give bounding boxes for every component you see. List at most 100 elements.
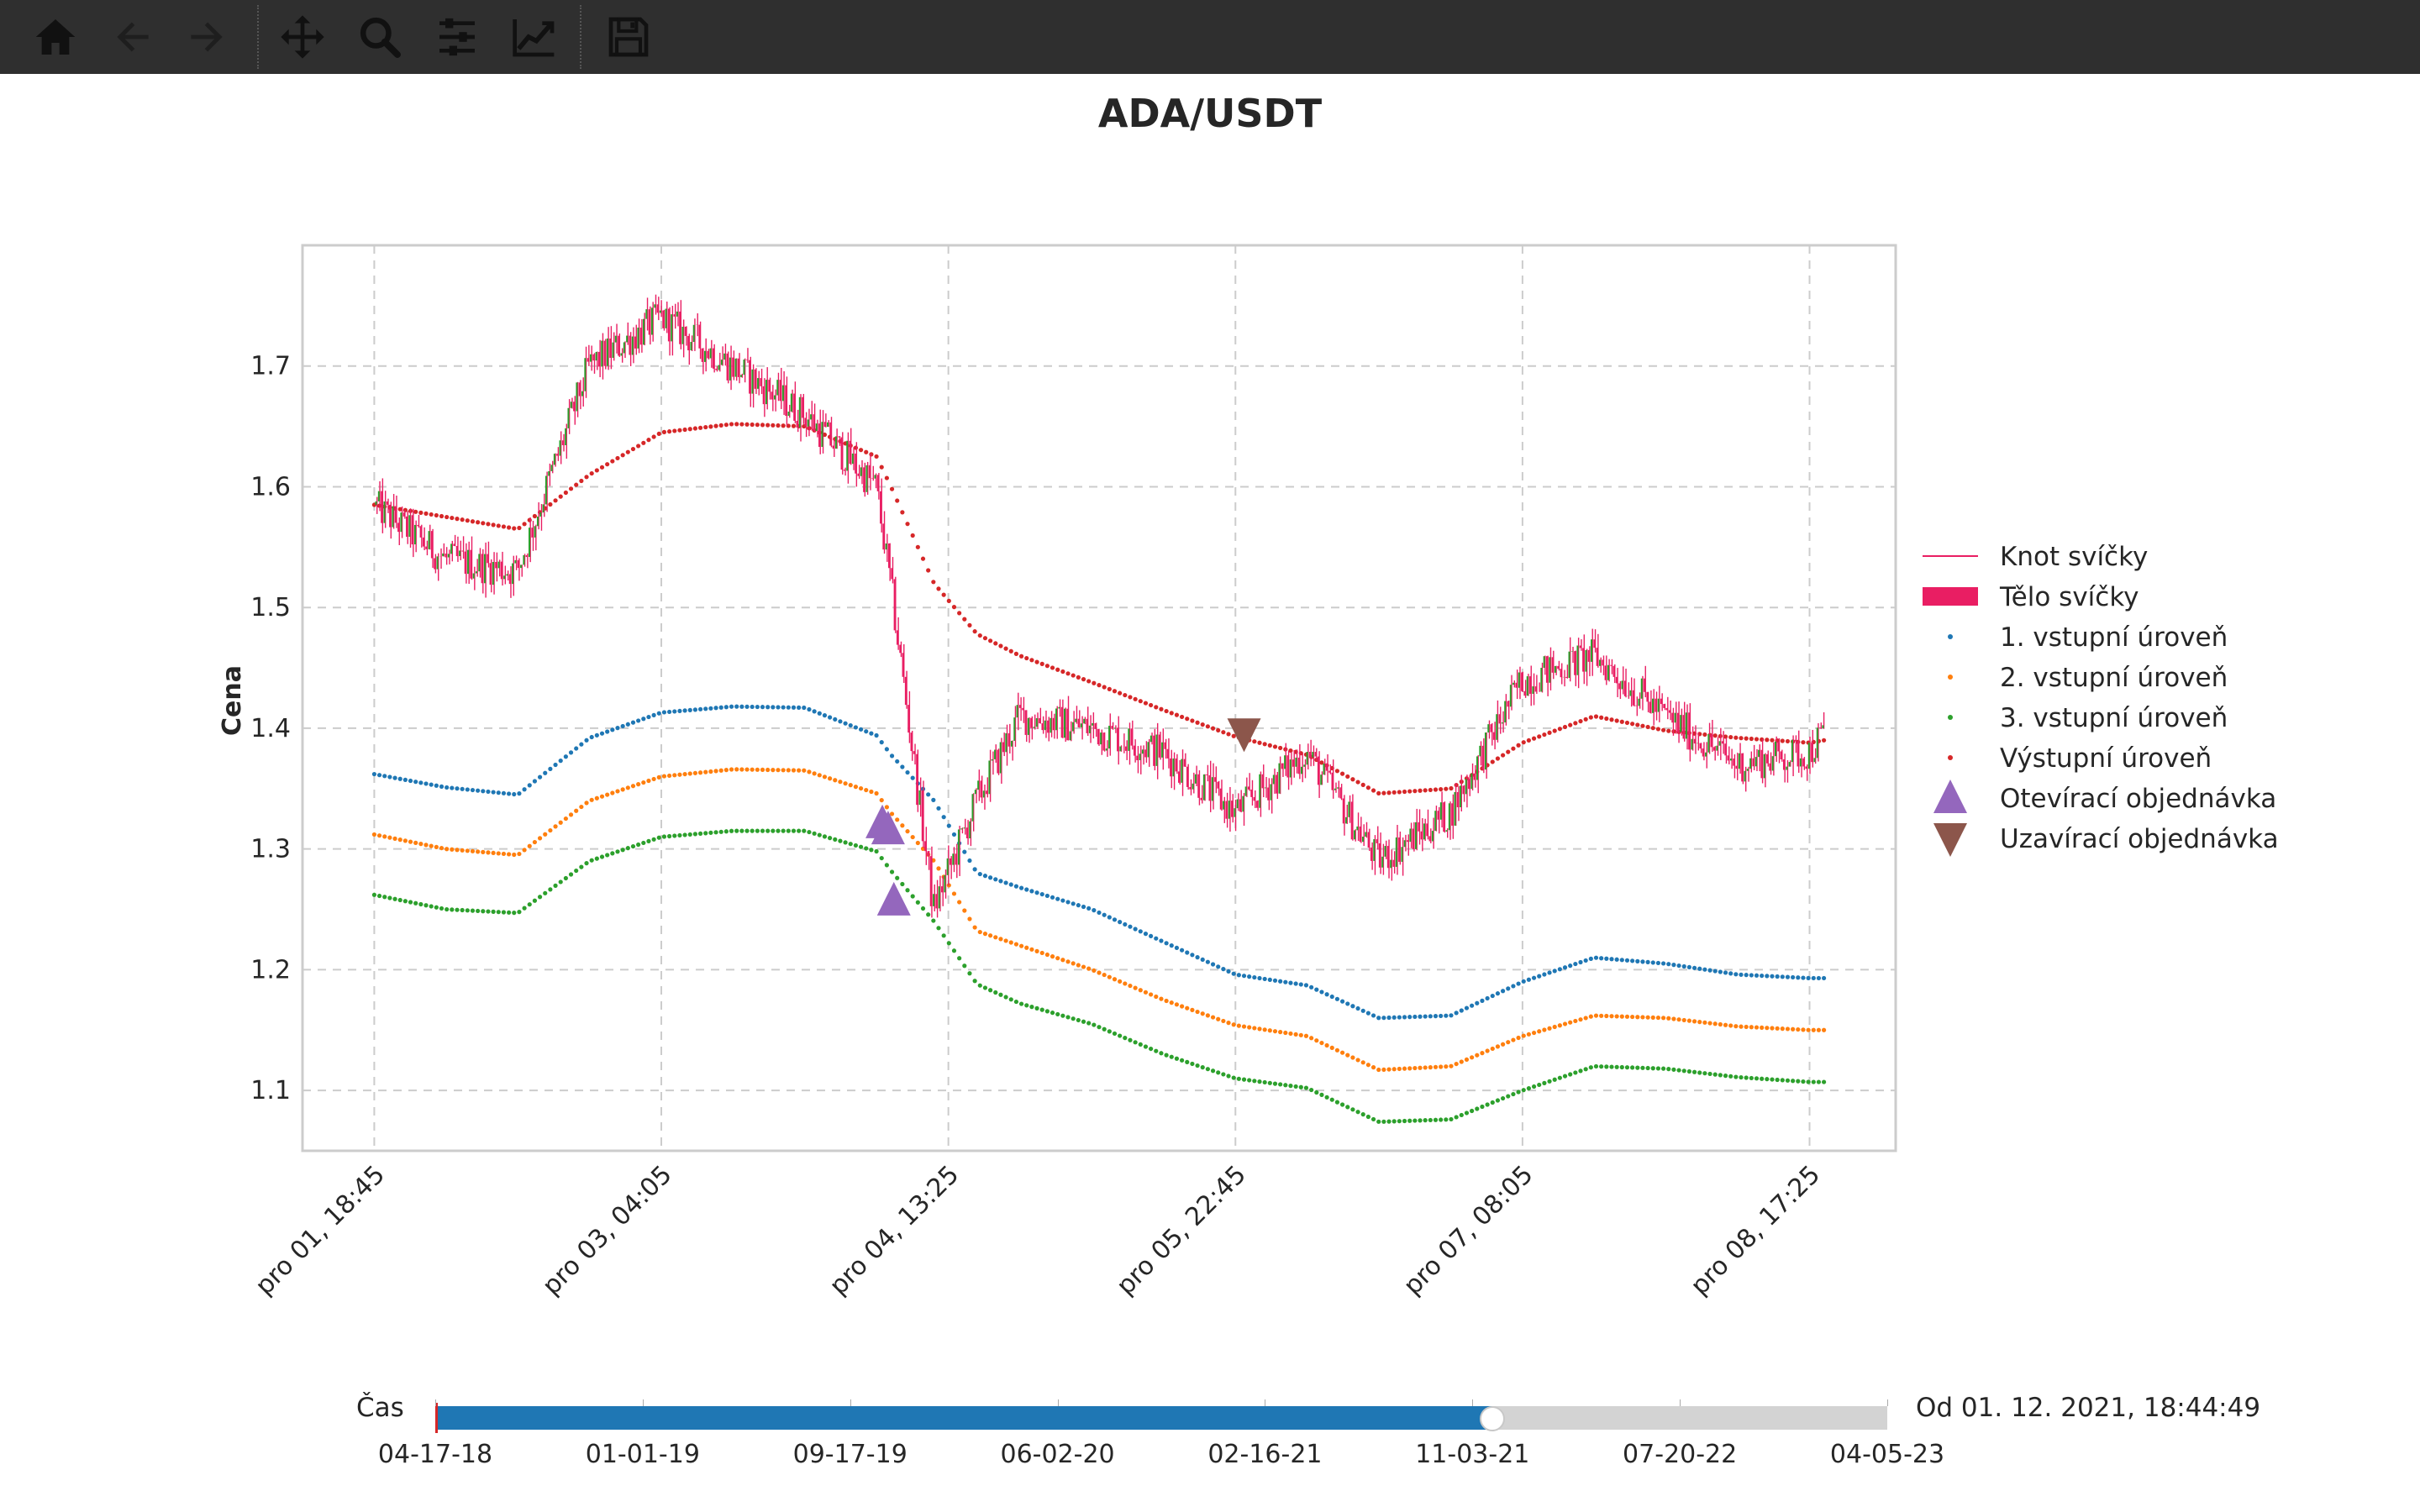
level-dot	[1081, 677, 1086, 682]
level-dot	[512, 911, 517, 916]
level-dot	[507, 910, 512, 915]
level-dot	[1614, 718, 1619, 723]
level-dot	[1128, 983, 1133, 989]
level-dot	[496, 790, 501, 795]
level-dot	[1200, 722, 1205, 727]
level-dot	[1381, 1119, 1386, 1124]
back-button[interactable]	[104, 10, 161, 64]
level-dot	[879, 797, 884, 803]
close-order-marker[interactable]	[1227, 718, 1261, 753]
level-dot	[760, 828, 765, 833]
level-dot	[1319, 1040, 1324, 1046]
level-dot	[718, 829, 723, 834]
level-dot	[967, 858, 972, 864]
level-dot	[692, 707, 698, 712]
level-dot	[1339, 771, 1345, 776]
level-dot	[1604, 956, 1609, 961]
level-dot	[527, 783, 532, 788]
level-dot	[656, 431, 661, 437]
level-dot	[568, 872, 574, 877]
level-dot	[1583, 717, 1588, 722]
open-order-marker[interactable]	[876, 881, 911, 916]
level-dot	[1226, 1074, 1231, 1079]
level-dot	[926, 568, 931, 573]
level-dot	[584, 861, 589, 866]
forward-button[interactable]	[178, 10, 235, 64]
level-dot	[687, 832, 692, 837]
legend-swatch	[1933, 780, 1967, 813]
level-dot	[1216, 1070, 1221, 1075]
level-dot	[1216, 727, 1221, 732]
pan-button[interactable]	[274, 10, 331, 64]
level-dot	[697, 706, 703, 711]
level-dot	[651, 776, 656, 782]
level-dot	[1013, 651, 1019, 656]
configure-subplots-icon	[439, 18, 475, 56]
level-dot	[1630, 1014, 1635, 1020]
level-dot	[697, 831, 703, 836]
level-dot	[931, 918, 936, 923]
level-dot	[1562, 724, 1568, 730]
level-dot	[920, 556, 926, 561]
level-dot	[1185, 717, 1190, 722]
level-dot	[1500, 753, 1506, 758]
zoom-icon	[360, 17, 401, 58]
level-dot	[548, 827, 553, 833]
time-slider-handle[interactable]	[1479, 1406, 1505, 1431]
level-dot	[884, 475, 889, 480]
level-dot	[1439, 1013, 1444, 1019]
level-dot	[1521, 1088, 1526, 1093]
level-dot	[387, 835, 392, 840]
level-dot	[874, 454, 879, 459]
level-dot	[713, 830, 718, 835]
level-dot	[1770, 1077, 1775, 1082]
level-dot	[574, 808, 579, 813]
save-button[interactable]	[600, 10, 657, 64]
level-dot	[776, 705, 781, 710]
plot-area[interactable]	[301, 244, 1897, 1152]
subplots-button[interactable]	[429, 10, 486, 64]
level-dot	[1650, 726, 1655, 731]
customize-button[interactable]	[506, 10, 563, 64]
level-dot	[884, 863, 889, 868]
open-order-marker[interactable]	[871, 811, 905, 845]
level-dot	[1609, 1064, 1614, 1069]
level-dot	[1350, 777, 1355, 782]
level-dot	[1039, 661, 1044, 666]
level-series-1	[371, 704, 1827, 1021]
level-dot	[848, 783, 853, 788]
level-dot	[1360, 1060, 1365, 1065]
level-dot	[376, 833, 382, 838]
zoom-button[interactable]	[351, 10, 408, 64]
level-dot	[889, 486, 895, 491]
level-dot	[1003, 646, 1008, 651]
level-dot	[1557, 967, 1562, 972]
level-dot	[936, 806, 941, 811]
time-slider-track[interactable]	[435, 1406, 1887, 1430]
level-dot	[641, 717, 646, 722]
level-dot	[532, 513, 538, 519]
level-dot	[1381, 790, 1386, 795]
level-dot	[667, 709, 672, 715]
level-dot	[1247, 974, 1252, 979]
level-dot	[1195, 1009, 1200, 1015]
level-dot	[1149, 1046, 1154, 1052]
level-dot	[1744, 1075, 1749, 1080]
level-dot	[434, 905, 439, 910]
home-button[interactable]	[27, 10, 84, 64]
level-dot	[1065, 1015, 1071, 1020]
level-dot	[828, 715, 833, 720]
level-dot	[1055, 896, 1060, 901]
level-dot	[1686, 1018, 1691, 1023]
level-dot	[460, 786, 465, 791]
price-chart[interactable]: 1.1 1.2 1.3 1.4 1.5 1.6 1.7 pro 01, 18:45 pro 0…	[0, 0, 2420, 1378]
level-dot	[1599, 1064, 1604, 1069]
level-dot	[750, 422, 755, 428]
level-dot	[802, 768, 807, 773]
level-dot	[429, 904, 434, 909]
level-dot	[791, 768, 797, 773]
level-dot	[486, 522, 491, 527]
level-dot	[781, 705, 786, 710]
level-dot	[1169, 1054, 1174, 1059]
level-dot	[1309, 1087, 1314, 1093]
